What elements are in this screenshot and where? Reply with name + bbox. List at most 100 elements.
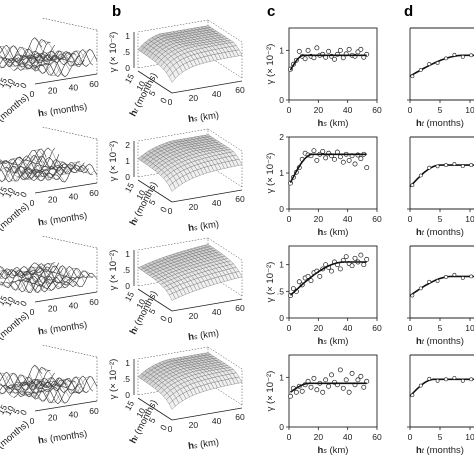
surface-a-line bbox=[0, 262, 43, 276]
x-axis-label: ht (months) bbox=[416, 336, 464, 347]
fitted-model-line bbox=[289, 153, 367, 184]
data-point bbox=[311, 148, 317, 154]
panel-label-c: c bbox=[267, 3, 275, 20]
surface-b-frame bbox=[207, 346, 243, 370]
surface-b-gamma-tick: 2 bbox=[125, 140, 130, 150]
surface-a-cross-line bbox=[29, 373, 85, 393]
surface-a-ht-label: (months) bbox=[0, 92, 31, 125]
surface-b-ht-tick: 10 bbox=[134, 297, 148, 310]
data-point bbox=[435, 61, 440, 65]
x-tick-label: 60 bbox=[372, 105, 382, 115]
surface-a-line bbox=[9, 266, 72, 293]
x-tick-label: 0 bbox=[287, 323, 292, 333]
data-point bbox=[326, 48, 332, 54]
surface-a-cross-line bbox=[0, 279, 41, 288]
x-axis-label: ht (months) bbox=[416, 118, 464, 129]
x-tick-label: 20 bbox=[314, 105, 324, 115]
data-point bbox=[337, 367, 343, 373]
surface-b-gamma-tick: 1 bbox=[125, 31, 130, 41]
surface-a-hs-label: hs (months) bbox=[37, 320, 87, 338]
fitted-model-line bbox=[409, 275, 474, 297]
surface-a-ht-tick: 5 bbox=[11, 189, 22, 198]
surface-a-cross-line bbox=[39, 263, 95, 279]
surface-b-hs-tick: 0 bbox=[168, 424, 173, 434]
surface-a-ht-tick: 5 bbox=[11, 80, 22, 89]
y-tick-label: 1 bbox=[279, 168, 284, 178]
surface-b-hs-tick: 40 bbox=[212, 198, 222, 208]
surface-b-facet bbox=[235, 271, 243, 278]
y-tick-label: 1 bbox=[279, 260, 284, 270]
surface-b-gamma-tick: 1 bbox=[125, 249, 130, 259]
surface-a-cross-line bbox=[0, 269, 51, 293]
data-point bbox=[332, 56, 337, 62]
x-tick-label: 0 bbox=[408, 105, 413, 115]
surface-b-ht-tick: 15 bbox=[123, 72, 137, 85]
surface-b-frame bbox=[207, 128, 243, 152]
surface-a-ht-tick: 0 bbox=[18, 408, 29, 417]
surface-a-frame bbox=[41, 17, 98, 31]
data-point bbox=[460, 164, 465, 169]
data-point bbox=[444, 275, 448, 279]
surface-b-ht-tick: 15 bbox=[123, 290, 137, 303]
y-axis-label: γ (× 10⁻²) bbox=[265, 153, 276, 194]
surface-a-line bbox=[0, 367, 47, 388]
surface-b-hs-label: hs (km) bbox=[188, 219, 220, 234]
surface-a-cross-line bbox=[14, 379, 70, 398]
surface-a-hs-tick: 0 bbox=[30, 416, 35, 426]
x-tick-label: 40 bbox=[343, 432, 353, 442]
surface-b-gamma-tick: .5 bbox=[123, 374, 130, 384]
data-point bbox=[460, 54, 465, 59]
data-point bbox=[361, 262, 367, 268]
data-point bbox=[293, 389, 299, 395]
x-tick-label: 5 bbox=[438, 432, 443, 442]
surface-b-frame bbox=[207, 19, 243, 43]
data-point bbox=[361, 384, 367, 390]
surface-a-ht-tick: 0 bbox=[18, 81, 29, 90]
surface-b-ht-tick: 15 bbox=[123, 181, 137, 194]
surface-b-ht-tick: 10 bbox=[134, 79, 148, 92]
surface-a-ht-tick: 10 bbox=[3, 404, 17, 417]
surface-b-gamma-label: γ (× 10⁻²) bbox=[108, 141, 119, 182]
surface-a-line bbox=[34, 48, 98, 78]
surface-a-line bbox=[5, 267, 68, 291]
surface-a-line bbox=[0, 39, 47, 62]
surface-a-hs-label: hs (months) bbox=[37, 429, 87, 447]
surface-b-hs-tick: 40 bbox=[212, 307, 222, 317]
data-point bbox=[460, 378, 465, 383]
fitted-model-line bbox=[289, 54, 367, 71]
surface-a-cross-line bbox=[4, 269, 60, 291]
variogram-c-row-1: 0 20 40 60 0 1 hs (km) γ (× 10⁻²) bbox=[265, 27, 382, 129]
surface-a-hs-tick: 20 bbox=[48, 86, 58, 96]
y-tick-label: 0 bbox=[279, 313, 284, 323]
data-point bbox=[460, 276, 465, 280]
surface-a-ht-tick: 15 bbox=[0, 403, 9, 416]
data-point bbox=[358, 252, 364, 258]
surface-b-gamma-tick: 1 bbox=[125, 358, 130, 368]
data-point bbox=[343, 254, 349, 260]
data-point bbox=[296, 48, 302, 54]
y-tick-label: .5 bbox=[277, 286, 284, 296]
surface-a-line bbox=[0, 376, 60, 395]
surface-a-cross-line bbox=[29, 153, 85, 170]
surface-b-ht-tick: 5 bbox=[147, 415, 158, 424]
surface-b-ht-tick: 0 bbox=[158, 205, 169, 214]
x-tick-label: 10 bbox=[465, 323, 474, 333]
surface-a-cross-line bbox=[24, 378, 80, 393]
data-point bbox=[418, 383, 423, 388]
surface-a-line bbox=[0, 369, 51, 388]
data-point bbox=[323, 155, 329, 161]
surface-b-ht-tick: 10 bbox=[134, 188, 148, 201]
surface-a-cross-line bbox=[0, 54, 50, 70]
variogram-c-row-4: 0 20 40 60 0 1 hs (km) γ (× 10⁻²) bbox=[265, 354, 382, 456]
surface-b-hs-tick: 40 bbox=[212, 416, 222, 426]
data-point bbox=[410, 293, 415, 298]
x-tick-label: 60 bbox=[372, 214, 382, 224]
surface-a-hs-axis bbox=[34, 73, 98, 85]
surface-b-gamma-tick: 0 bbox=[125, 281, 130, 291]
